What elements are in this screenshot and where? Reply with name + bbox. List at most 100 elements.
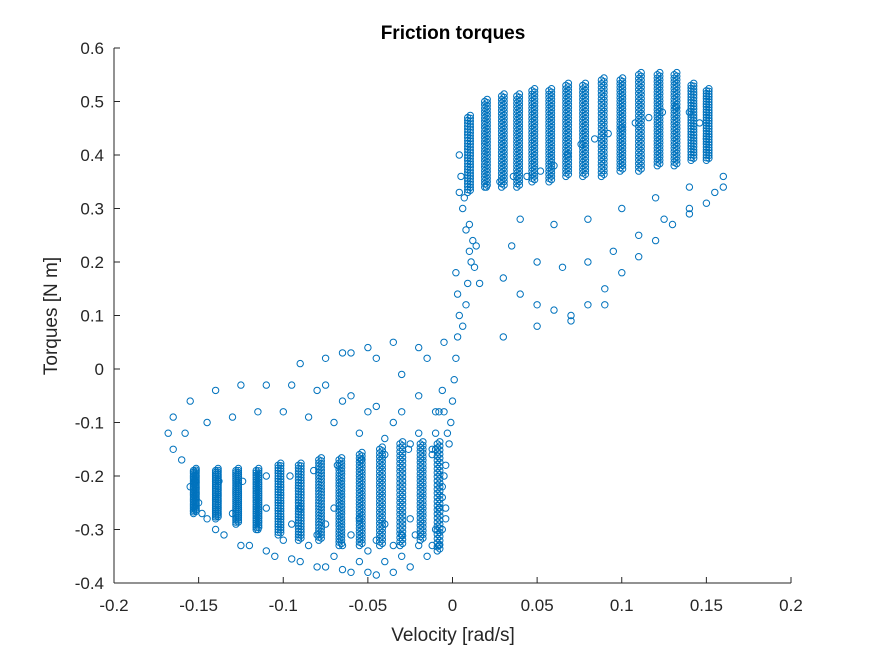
data-point (381, 557, 389, 566)
data-point (286, 472, 294, 480)
data-point (481, 97, 489, 106)
data-point (313, 563, 321, 571)
data-point (536, 167, 545, 175)
data-point (533, 322, 541, 330)
data-point (497, 92, 506, 100)
data-point (436, 454, 444, 462)
data-point (398, 552, 406, 560)
data-point (337, 454, 346, 462)
data-point (567, 311, 575, 320)
data-point (211, 525, 220, 534)
data-point (545, 87, 553, 95)
chart-title: Friction torques (381, 23, 526, 44)
data-point (604, 129, 612, 138)
data-point (355, 557, 364, 566)
data-point (702, 135, 711, 143)
data-point (245, 541, 254, 550)
data-point (448, 397, 457, 405)
data-point (378, 443, 386, 451)
data-point (516, 290, 524, 298)
data-point (252, 469, 260, 477)
data-point (423, 552, 431, 560)
data-point (436, 450, 444, 458)
data-point (438, 483, 446, 491)
data-point (315, 456, 323, 464)
data-point (330, 418, 338, 427)
data-point (406, 515, 414, 523)
data-point (462, 301, 470, 309)
data-point (338, 397, 347, 405)
data-point (660, 215, 668, 223)
data-point (296, 359, 304, 368)
y-tick-label: 0.3 (80, 200, 104, 219)
data-point (496, 178, 504, 186)
data-point (214, 464, 222, 473)
data-point (442, 515, 450, 523)
data-point (288, 520, 296, 528)
data-point (433, 440, 441, 448)
data-point (338, 349, 347, 357)
data-point (211, 468, 220, 477)
data-point (372, 571, 380, 579)
data-point (433, 497, 441, 506)
data-point (457, 172, 465, 181)
data-point (310, 466, 318, 475)
data-point (668, 220, 677, 229)
data-point (440, 472, 448, 480)
data-point (178, 456, 186, 464)
data-point (433, 477, 441, 485)
data-point (364, 408, 372, 416)
y-tick-label: 0.2 (80, 253, 104, 272)
data-point (237, 381, 245, 389)
data-point (453, 290, 462, 298)
data-point (296, 504, 304, 512)
data-point (347, 392, 355, 400)
data-point (294, 461, 303, 469)
data-point (690, 79, 698, 88)
data-point (705, 85, 713, 93)
data-point (433, 506, 441, 514)
data-point (252, 471, 260, 479)
data-point (186, 483, 194, 491)
data-point (685, 183, 694, 191)
data-point (455, 151, 463, 159)
data-point (645, 113, 653, 122)
data-point (415, 343, 423, 352)
data-point (445, 440, 453, 448)
data-point (631, 119, 639, 127)
data-point (357, 456, 365, 464)
data-point (460, 194, 468, 202)
data-point (436, 491, 444, 499)
data-point (262, 504, 270, 512)
data-point (347, 568, 355, 576)
data-point (482, 183, 490, 191)
data-point (433, 452, 441, 460)
data-point (509, 172, 518, 181)
data-point (719, 183, 727, 191)
data-point (355, 515, 364, 523)
data-point (279, 536, 287, 544)
data-point (433, 547, 441, 555)
data-point (656, 68, 664, 77)
data-point (672, 103, 680, 111)
x-tick-label: 0.1 (610, 596, 634, 615)
data-point (452, 354, 460, 362)
data-point (455, 188, 463, 197)
x-tick-label: 0.05 (521, 596, 554, 615)
data-point (338, 565, 347, 574)
data-point (577, 140, 585, 149)
data-point (271, 552, 279, 560)
data-point (252, 466, 260, 475)
y-tick-label: 0.6 (80, 39, 104, 58)
data-point (364, 547, 372, 555)
data-point (584, 258, 592, 266)
data-point (475, 279, 484, 288)
data-point (419, 438, 427, 446)
data-point (459, 322, 467, 330)
data-point (567, 317, 575, 325)
data-point (436, 471, 444, 479)
data-point (198, 509, 206, 518)
data-point (330, 504, 338, 512)
data-point (584, 301, 592, 309)
